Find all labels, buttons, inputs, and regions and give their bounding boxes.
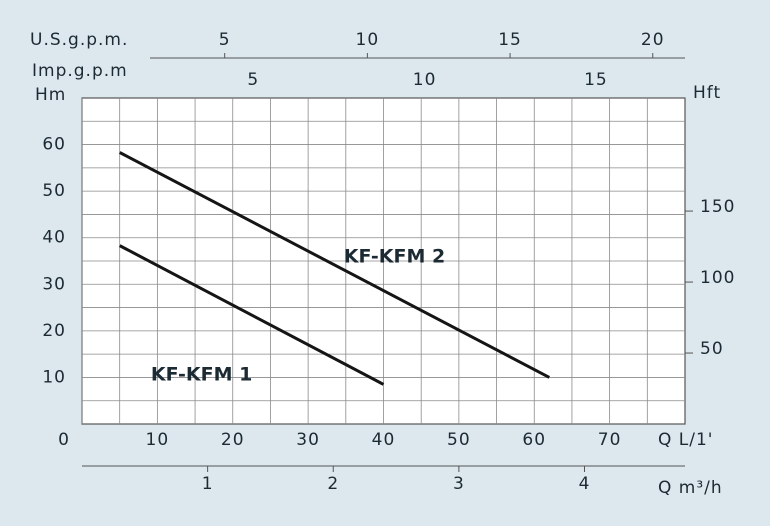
bottom-tick-label: 3 [453,474,465,494]
y-tick-label: 40 [42,228,66,248]
series-label: KF-KFM 1 [151,364,252,386]
series-label: KF-KFM 2 [344,245,445,267]
top-tick-label: 20 [641,30,665,50]
bottom-tick-label: 2 [327,474,339,494]
x-tick-label: 0 [58,430,70,450]
top-axis-label: Imp.g.p.m [32,61,128,81]
top-tick-label: 10 [356,30,380,50]
top-tick-label: 5 [247,70,259,90]
bottom-tick-label: 4 [579,474,591,494]
x-tick-label: 70 [598,430,622,450]
y2-tick-label: 50 [700,339,724,359]
bottom-tick-label: 1 [202,474,214,494]
curve [118,151,551,379]
top-axis-label: U.S.g.p.m. [30,30,128,50]
y2-axis-label: Hft [693,83,721,103]
x-tick-label: 40 [372,430,396,450]
x-axis-label: Q L/1' [658,430,713,450]
x-tick-label: 60 [522,430,546,450]
y2-tick-label: 150 [700,197,735,217]
y-tick-label: 30 [42,274,66,294]
y2-tick-label: 100 [700,268,735,288]
x-tick-label: 50 [447,430,471,450]
x-tick-label: 20 [221,430,245,450]
top-tick-label: 15 [498,30,522,50]
y-tick-label: 50 [42,181,66,201]
x-tick-label: 30 [296,430,320,450]
bottom-axis-label: Q m³/h [658,478,723,498]
x-tick-label: 10 [146,430,170,450]
top-tick-label: 10 [413,70,437,90]
top-tick-label: 15 [584,70,608,90]
y-tick-label: 60 [42,135,66,155]
curve [118,244,385,386]
top-tick-label: 5 [219,30,231,50]
y-tick-label: 10 [42,367,66,387]
y-tick-label: 20 [42,321,66,341]
y-axis-label: Hm [35,85,66,105]
